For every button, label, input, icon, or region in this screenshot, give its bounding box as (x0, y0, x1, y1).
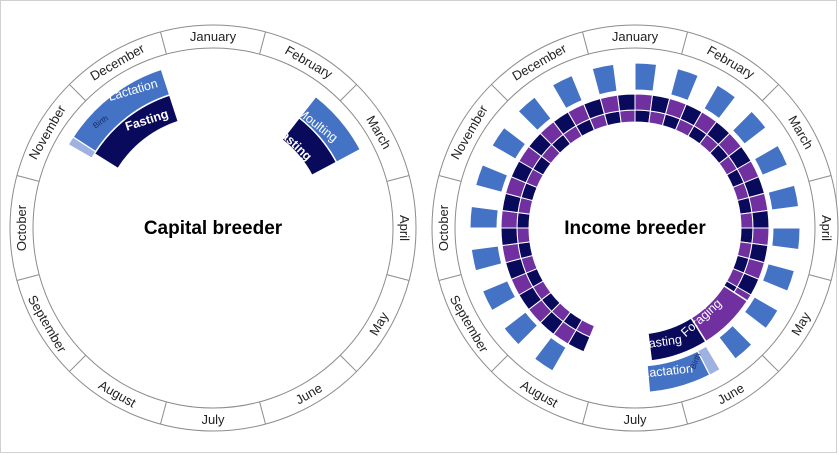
month-label-january: January (612, 29, 659, 44)
income-diet-segment (748, 192, 769, 214)
income-lactation-segment (517, 96, 552, 132)
income-lactation-segment (753, 144, 789, 176)
month-divider (69, 354, 87, 372)
income-phase-segments (469, 62, 801, 394)
income-diet-segment (599, 94, 621, 115)
income-lactation-segment (703, 84, 737, 120)
income-lactation-segment (533, 336, 567, 372)
month-divider (681, 401, 689, 425)
income-birth-block (696, 345, 721, 376)
income-diet-segment (500, 209, 519, 229)
capital-moulting-block (298, 95, 362, 164)
month-divider (16, 174, 40, 182)
month-divider (491, 354, 509, 372)
income-lactation-segment (634, 62, 658, 92)
income-lactation-segment (731, 110, 767, 145)
income-diet-segment (739, 212, 754, 229)
income-lactation-segment (767, 184, 800, 211)
income-diet-segment (516, 212, 531, 229)
month-divider (16, 274, 40, 282)
month-divider (159, 401, 167, 425)
capital-foraging-label-long: Foraging (185, 339, 234, 353)
month-divider (681, 31, 689, 55)
income-diet-segment (500, 227, 519, 247)
capital-breeder-title: Capital breeder (144, 218, 283, 239)
month-label-january: January (190, 29, 237, 44)
month-label-july: July (201, 412, 225, 427)
income-diet-segment (619, 109, 636, 124)
income-diet-segment (751, 227, 770, 247)
month-divider (159, 31, 167, 55)
month-divider (386, 174, 410, 182)
income-diet-segment (616, 93, 636, 112)
month-label-april: April (819, 215, 834, 241)
month-divider (761, 84, 779, 102)
income-lactation-segment (771, 227, 801, 251)
capital-birth-block (67, 136, 97, 159)
income-diet-segment (751, 209, 770, 229)
income-lactation-segment (470, 245, 503, 272)
month-divider (339, 354, 357, 372)
month-divider (438, 174, 462, 182)
month-divider (808, 174, 832, 182)
income-fasting-block (647, 316, 708, 362)
income-lactation-segment (591, 63, 618, 96)
income-lactation-label: Lactation (642, 361, 694, 380)
income-diet-segment (634, 109, 651, 124)
income-diet-segment (501, 242, 522, 264)
income-breeder-title: Income breeder (564, 218, 706, 239)
income-lactation-segment (551, 74, 583, 110)
income-diet-segment (634, 93, 654, 112)
income-lactation-segment (491, 126, 527, 160)
month-divider (259, 31, 267, 55)
month-divider (69, 84, 87, 102)
income-lactation-segment (718, 324, 753, 360)
month-divider (386, 274, 410, 282)
month-label-october: October (14, 204, 29, 251)
income-lactation-segment (761, 263, 795, 292)
month-divider (581, 401, 589, 425)
month-divider (438, 274, 462, 282)
month-divider (491, 84, 509, 102)
month-divider (581, 31, 589, 55)
month-divider (761, 354, 779, 372)
income-foraging-block (690, 284, 749, 343)
income-lactation-segment (670, 68, 699, 102)
capital-foraging-label-short: Foraging (195, 101, 249, 119)
month-divider (339, 84, 357, 102)
month-label-october: October (436, 204, 451, 251)
income-diet-segment (516, 227, 531, 244)
income-diet-segment (739, 227, 754, 244)
income-lactation-segment (743, 296, 779, 330)
income-lactation-segment (475, 164, 509, 193)
capital-phase-segments (67, 68, 362, 229)
income-lactation-segment (469, 205, 499, 229)
income-breeder-wheel: JanuaryFebruaryMarchAprilMayJuneJulyAugu… (431, 24, 839, 432)
income-lactation-block (646, 349, 711, 394)
month-label-july: July (623, 412, 647, 427)
capital-breeder-wheel: JanuaryFebruaryMarchAprilMayJuneJulyAugu… (9, 24, 417, 432)
income-fasting-label: Fasting (640, 332, 683, 352)
month-divider (259, 401, 267, 425)
month-label-april: April (397, 215, 412, 241)
income-lactation-segment (481, 280, 517, 312)
capital-lactation-block (71, 68, 171, 153)
month-divider (808, 274, 832, 282)
income-lactation-segment (503, 311, 539, 346)
